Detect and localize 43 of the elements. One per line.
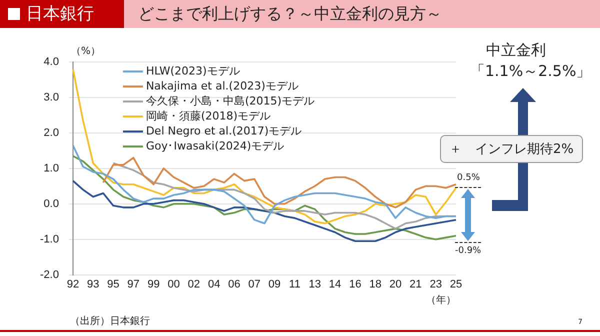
y-tick-label: 4.0 [44,56,59,68]
text: 中立金利 [486,41,546,60]
legend-label: HLW(2023)モデル [146,64,240,78]
annotation: -0.9% [455,246,482,256]
x-tick-label: 14 [328,278,342,290]
x-tick-label: 99 [147,278,160,290]
x-tick-label: 11 [289,278,300,290]
y-tick-label: 0.0 [44,198,59,210]
x-tick-label: 13 [308,278,322,290]
text: 「1.1%～2.5%」 [470,62,592,81]
annotation: ＋ インフレ期待2% [440,135,583,163]
legend-label: Nakajima et al.(2023)モデル [146,79,298,92]
text: （出所）日本銀行 [70,314,150,328]
legend-label: 岡崎・須藤(2018)モデル [146,109,271,122]
x-tick-label: 25 [450,278,462,290]
x-tick-label: 02 [188,278,200,290]
legend-label: 今久保・小島・中島(2015)モデル [146,94,315,108]
legend-label: Del Negro et al.(2017)モデル [146,124,302,138]
y-tick-label: 3.0 [44,92,59,104]
chart-subtitle: 日本銀行 [26,3,94,26]
y-tick-label: 1.0 [44,162,59,174]
x-tick-label: 04 [208,278,220,290]
y-axis-title: （%） [70,46,100,57]
x-tick-label: 23 [430,278,442,290]
x-axis-title: （年） [426,294,456,306]
chart-title: どこまで利上げする？～中立金利の見方～ [138,3,442,25]
x-tick-label: 18 [369,278,382,290]
y-tick-label: 2.0 [44,126,59,139]
x-tick-label: 21 [410,278,422,290]
x-tick-label: 09 [268,278,281,290]
x-tick-label: 20 [389,278,402,290]
x-tick-label: 16 [349,278,362,290]
legend-label: Goy･Iwasaki(2024)モデル [146,139,284,152]
y-tick-label: -2.0 [40,268,59,281]
x-tick-label: 93 [86,278,100,290]
x-tick-label: 97 [127,278,140,290]
x-tick-label: 06 [228,278,240,290]
y-tick-label: -1.0 [40,233,59,246]
x-tick-label: 95 [107,278,120,290]
x-tick-label: 00 [168,278,180,290]
x-tick-label: 92 [66,278,80,290]
text: 0.5% [457,173,480,183]
x-tick-label: 07 [248,278,261,290]
